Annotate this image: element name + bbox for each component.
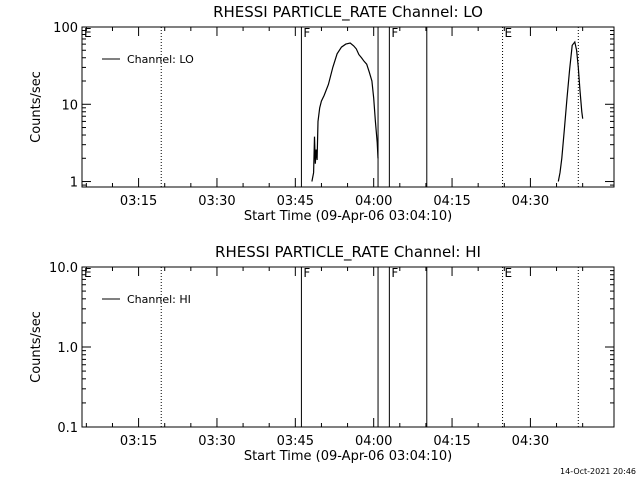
x-tick-label: 04:15: [433, 194, 470, 209]
x-tick-label: 04:00: [355, 434, 392, 449]
chart-panel-1: RHESSI PARTICLE_RATE Channel: HI 0.1 1.0 10…: [29, 243, 615, 464]
y-tick-label: 1.0: [57, 341, 78, 356]
x-tick-label: 03:30: [198, 434, 235, 449]
plot-frame: [81, 266, 615, 428]
y-tick-label: 1: [70, 176, 78, 191]
event-marker-label: E: [84, 266, 92, 280]
x-tick-label: 03:15: [120, 194, 157, 209]
event-marker-label: F: [303, 266, 310, 280]
event-marker-label: E: [505, 26, 513, 40]
event-marker-label: F: [303, 26, 310, 40]
x-axis-label: Start Time (09-Apr-06 03:04:10): [244, 449, 452, 464]
x-tick-label: 04:30: [512, 194, 549, 209]
x-tick-label: 04:30: [512, 434, 549, 449]
event-marker-label: E: [505, 266, 513, 280]
x-tick-label: 04:15: [433, 434, 470, 449]
x-tick-label: 03:30: [198, 194, 235, 209]
chart-title: RHESSI PARTICLE_RATE Channel: LO: [213, 3, 483, 22]
chart-title: RHESSI PARTICLE_RATE Channel: HI: [215, 243, 481, 262]
footer-timestamp: 14-Oct-2021 20:46: [560, 467, 636, 476]
y-axis-label: Counts/sec: [29, 311, 44, 383]
y-tick-label: 100: [53, 21, 78, 36]
y-tick-label: 10.0: [49, 261, 78, 276]
series-line: [311, 42, 379, 182]
event-marker-label: E: [84, 26, 92, 40]
y-tick-label: 0.1: [57, 421, 78, 436]
plot-frame: [81, 26, 615, 188]
x-tick-label: 03:45: [277, 194, 314, 209]
legend-label: Channel: LO: [127, 53, 194, 66]
x-tick-label: 03:15: [120, 434, 157, 449]
series-line: [557, 40, 584, 182]
chart-panel-0: RHESSI PARTICLE_RATE Channel: LO 1 10 100 03…: [29, 3, 615, 224]
legend-label: Channel: HI: [127, 293, 191, 306]
x-axis-label: Start Time (09-Apr-06 03:04:10): [244, 209, 452, 224]
event-marker-label: F: [391, 26, 398, 40]
y-tick-label: 10: [61, 98, 78, 113]
x-tick-label: 03:45: [277, 434, 314, 449]
event-marker-label: F: [391, 266, 398, 280]
y-axis-label: Counts/sec: [29, 71, 44, 143]
x-tick-label: 04:00: [355, 194, 392, 209]
